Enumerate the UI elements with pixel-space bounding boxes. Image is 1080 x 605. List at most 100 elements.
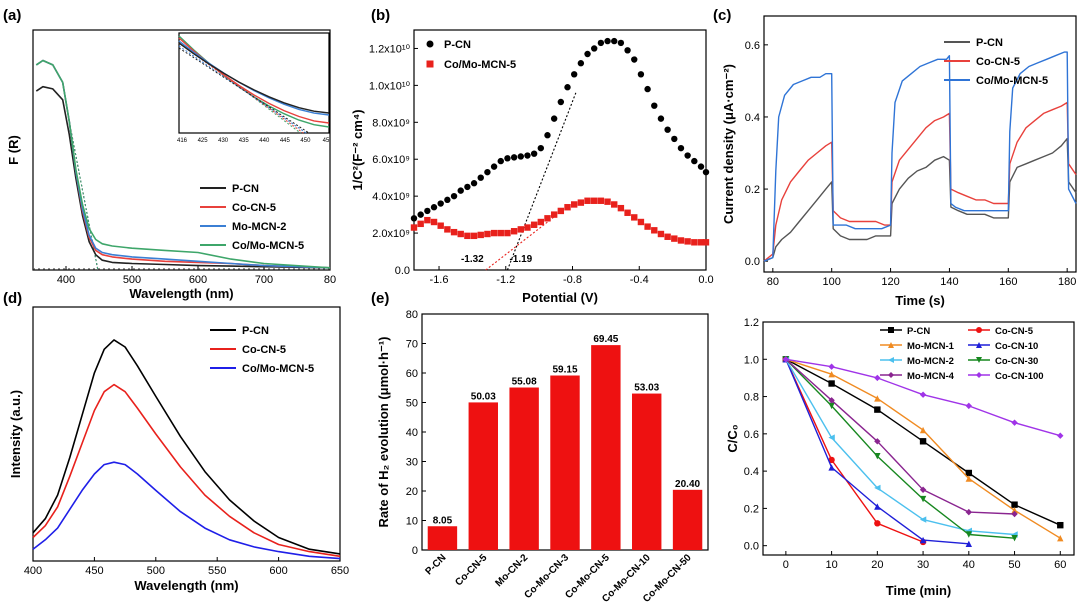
- data-point: [1057, 535, 1064, 542]
- x-tick-label: -1.6: [430, 274, 449, 286]
- data-point: [644, 223, 651, 230]
- data-point: [637, 218, 645, 226]
- x-tick-label: 450: [85, 565, 103, 577]
- x-tick-label: -0.8: [563, 274, 582, 286]
- y-tick-label: 0.6: [744, 429, 759, 441]
- inset-x-tick-label: 440: [259, 138, 270, 144]
- legend-label: Co-CN-5: [976, 56, 1020, 68]
- legend-label: Co-CN-5: [232, 202, 276, 214]
- data-point: [664, 126, 671, 133]
- legend-label: P-CN: [242, 325, 269, 337]
- data-point: [965, 475, 973, 482]
- y-tick-label: 0.4: [744, 466, 759, 478]
- data-point: [417, 220, 424, 228]
- x-axis-label: Time (s): [895, 293, 945, 308]
- legend-marker: [888, 372, 894, 378]
- data-point: [510, 228, 518, 235]
- x-tick-label: 50: [1008, 559, 1020, 571]
- data-point: [651, 227, 658, 234]
- y-axis-label: Current density (μA·cm⁻²): [721, 64, 736, 224]
- legend-marker: [888, 357, 894, 363]
- data-point: [617, 39, 625, 47]
- data-point: [604, 37, 611, 45]
- x-tick-label: 0: [783, 559, 789, 571]
- data-point: [828, 434, 835, 441]
- series-line-p-cn: [32, 339, 341, 555]
- data-point: [617, 204, 625, 212]
- data-point: [874, 406, 881, 413]
- data-point: [504, 229, 511, 237]
- data-point: [919, 486, 927, 493]
- series-line-mo-mcn-2: [785, 358, 1015, 536]
- legend-label: Co-CN-30: [995, 356, 1038, 367]
- panel-d-photoluminescence: 400 450 500 550 600 650 Wavelength (nm) Intensi…: [8, 306, 349, 593]
- legend-marker: [426, 40, 434, 48]
- legend-marker: [888, 327, 894, 333]
- bar: [672, 489, 703, 550]
- inset-x-tick-label: 450: [300, 138, 311, 144]
- y-tick-label: 60: [406, 368, 418, 380]
- y-tick-label: 2.0x10⁹: [372, 228, 410, 240]
- data-point: [828, 464, 835, 471]
- data-point: [504, 155, 511, 162]
- series-line-co-cn-5: [785, 359, 924, 543]
- y-tick-label: 0.0: [745, 256, 760, 268]
- panel-c-photocurrent: 80 100 120 140 160 180 0.0 0.2 0.4 0.6 Time (s) Cur…: [721, 15, 1077, 308]
- data-point: [537, 144, 545, 152]
- data-point: [677, 144, 685, 152]
- y-tick-label: 0.0: [395, 265, 410, 277]
- panel-a-uv-vis: 400 500 600 700 80 Wavelength (nm) F (R) P-CN Co…: [6, 29, 336, 301]
- inset-curve: [178, 42, 330, 114]
- panel-label-a: (a): [3, 7, 21, 24]
- data-point: [611, 201, 618, 208]
- data-point: [537, 218, 545, 226]
- bar: [550, 375, 580, 550]
- bar-value-label: 50.03: [471, 391, 496, 402]
- y-tick-label: 0.4: [745, 112, 760, 124]
- data-point: [828, 363, 835, 370]
- x-tick-label: 80: [324, 274, 336, 286]
- data-point: [671, 235, 678, 242]
- data-point: [450, 192, 458, 200]
- panel-f-degradation: 0 10 20 30 40 50 60 0.0 0.2 0.4 0.6 0.8 1.0 1.2 Time (…: [725, 317, 1075, 598]
- data-point: [677, 237, 685, 244]
- y-tick-label: 0.6: [745, 40, 760, 52]
- data-point: [497, 229, 504, 237]
- data-point: [637, 71, 645, 78]
- inset-x-tick-label: 416: [177, 138, 188, 144]
- data-point: [417, 211, 424, 218]
- annotation-label: -1.32: [461, 254, 484, 265]
- data-point: [544, 132, 551, 139]
- y-tick-label: 1.2x10¹⁰: [369, 43, 411, 55]
- legend-label: Mo-MCN-2: [232, 221, 286, 233]
- inset-x-tick-label: 430: [218, 138, 229, 144]
- data-point: [470, 232, 478, 240]
- panel-e-h2-evolution: 0 10 20 30 40 50 60 70 80 Rate of H₂ evolution (μ…: [376, 309, 709, 605]
- data-point: [557, 207, 565, 215]
- y-tick-label: 0: [412, 545, 418, 557]
- legend-label: Co/Mo-MCN-5: [976, 75, 1048, 87]
- data-point: [1057, 521, 1064, 529]
- x-tick-label: 500: [147, 565, 165, 577]
- y-tick-label: 0.0: [744, 541, 759, 553]
- series-line-co-mo-mcn-5: [35, 59, 331, 269]
- data-point: [828, 370, 835, 378]
- inset-x-tick-label: 445: [280, 138, 291, 144]
- data-point: [782, 356, 790, 363]
- data-point: [965, 469, 973, 477]
- bar-value-label: 20.40: [675, 479, 700, 490]
- data-point: [1011, 510, 1018, 518]
- data-point: [530, 221, 538, 228]
- y-axis-label: C/C₀: [725, 424, 740, 452]
- panel-label-c: (c): [713, 7, 731, 24]
- inset-x-tick-label: 425: [198, 138, 209, 144]
- data-point: [874, 374, 881, 382]
- y-tick-label: 30: [406, 457, 418, 469]
- legend-label: P-CN: [976, 37, 1003, 49]
- data-point: [457, 187, 464, 194]
- legend-label: Co/Mo-MCN-5: [444, 59, 516, 71]
- data-point: [671, 135, 678, 143]
- legend-label: Co-CN-100: [995, 371, 1044, 382]
- tangent-co-mo: [485, 208, 565, 271]
